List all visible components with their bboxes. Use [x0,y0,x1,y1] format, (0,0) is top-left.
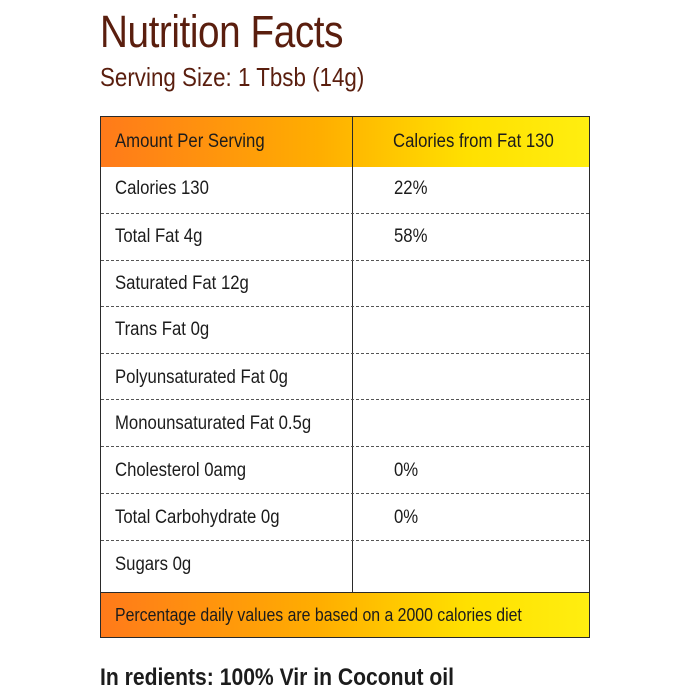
row-calories-label: Calories 130 [115,178,209,199]
row-divider [101,353,589,354]
row-calories-value: 22% [394,178,428,199]
row-monounsaturated-fat-label: Monounsaturated Fat 0.5g [115,413,312,434]
row-total-fat-value: 58% [394,226,428,247]
header-calories-from-fat: Calories from Fat 130 [393,131,554,152]
row-divider [101,260,589,261]
row-divider [101,446,589,447]
nutrition-table: Amount Per Serving Calories from Fat 130… [100,116,590,638]
ingredients-text: In redients: 100% Vir in Coconut oil [100,664,455,691]
row-divider [101,213,589,214]
row-divider [101,306,589,307]
row-sugars-label: Sugars 0g [115,554,192,575]
header-amount-per-serving: Amount Per Serving [115,131,265,152]
table-header: Amount Per Serving Calories from Fat 130 [101,117,589,167]
row-divider [101,399,589,400]
page-title: Nutrition Facts [100,6,344,57]
daily-values-note: Percentage daily values are based on a 2… [115,605,522,625]
serving-size: Serving Size: 1 Tbsb (14g) [100,62,365,92]
row-total-carbohydrate-label: Total Carbohydrate 0g [115,507,280,528]
row-total-fat-label: Total Fat 4g [115,226,203,247]
row-total-carbohydrate-value: 0% [394,507,419,528]
row-cholesterol-value: 0% [394,460,419,481]
row-cholesterol-label: Cholesterol 0amg [115,460,247,481]
row-trans-fat-label: Trans Fat 0g [115,319,210,340]
row-divider [101,540,589,541]
row-divider [101,493,589,494]
table-footer: Percentage daily values are based on a 2… [101,592,589,637]
row-polyunsaturated-fat-label: Polyunsaturated Fat 0g [115,367,288,388]
column-divider [352,117,353,593]
row-saturated-fat-label: Saturated Fat 12g [115,273,249,294]
